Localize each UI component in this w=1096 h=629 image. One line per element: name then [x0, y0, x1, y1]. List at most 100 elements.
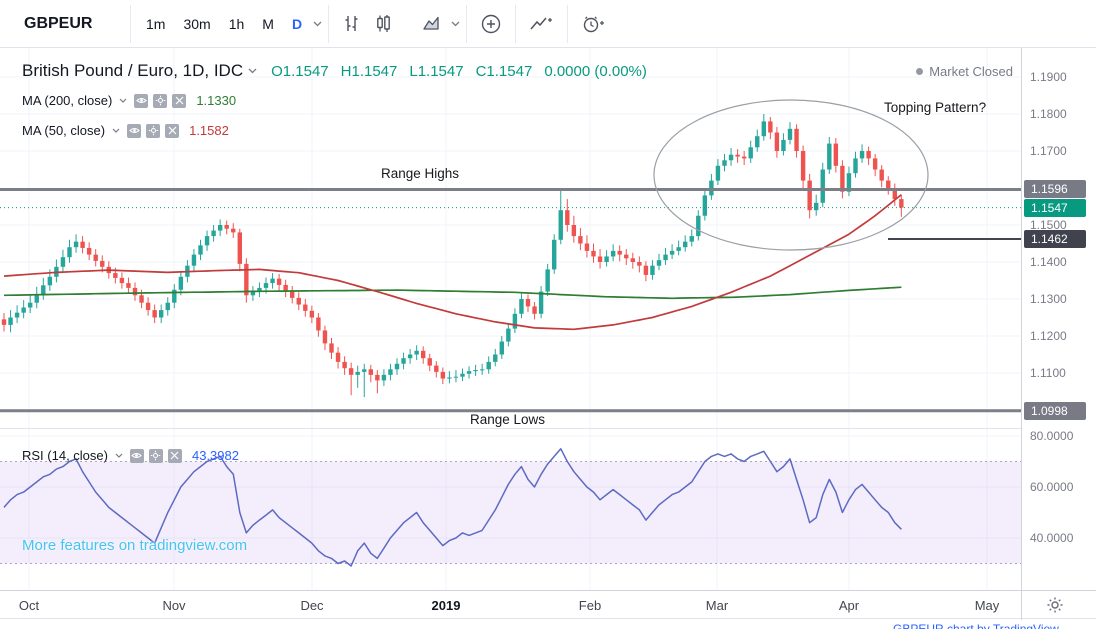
annotation-range-lows[interactable]: Range Lows [470, 412, 546, 427]
price-tick-label: 1.1800 [1030, 107, 1067, 121]
time-tick-label: Nov [162, 598, 186, 613]
candle-body [735, 154, 740, 157]
candle-body [820, 169, 825, 203]
candle-body [362, 369, 367, 372]
candle-body [178, 276, 184, 290]
alert-clock-icon[interactable] [574, 9, 613, 39]
candle-body [322, 330, 328, 344]
ma50-chevron-down-icon[interactable] [112, 128, 120, 133]
candle-body [126, 283, 131, 288]
close-icon[interactable] [165, 123, 180, 138]
candle-body [401, 358, 406, 364]
rsi-value: 43.3982 [191, 448, 239, 463]
candle-body [34, 294, 39, 303]
candle-body [814, 202, 819, 211]
price-axis[interactable]: 1.1900 1.1800 1.1700 1.1500 1.1400 1.1300 1.12… [1021, 48, 1096, 590]
top-toolbar: GBPEUR 1m 30m 1h M D [0, 0, 1096, 48]
gear-icon[interactable] [1046, 596, 1064, 619]
annotation-range-highs[interactable]: Range Highs [381, 166, 460, 181]
ohlc-change: 0.0000 (0.00%) [544, 62, 647, 80]
candle-body [872, 158, 878, 170]
ma50-line[interactable] [3, 194, 902, 331]
timeframe-1h[interactable]: 1h [228, 15, 245, 32]
candle-body [466, 371, 472, 374]
footer-strip: GBPEUR chart by TradingView [0, 620, 1096, 629]
chart-svg[interactable] [0, 48, 1021, 590]
ma200-label[interactable]: MA (200, close) [22, 93, 113, 108]
bars-chart-icon[interactable] [335, 9, 368, 38]
candle-body [28, 302, 33, 308]
chart-canvas[interactable]: British Pound / Euro, 1D, IDC O1.1547 H1… [0, 48, 1021, 590]
tradingview-watermark-link[interactable]: More features on tradingview.com [22, 537, 248, 554]
time-tick-label: Feb [578, 598, 602, 613]
candles-chart-icon[interactable] [368, 9, 401, 38]
rsi-line[interactable] [3, 448, 902, 567]
settings-icon[interactable] [148, 448, 163, 463]
candle-body [565, 210, 570, 225]
candle-body [407, 354, 413, 359]
candle-body [800, 151, 806, 181]
close-icon[interactable] [172, 93, 187, 108]
ma200-line[interactable] [3, 286, 902, 300]
eye-icon[interactable] [134, 93, 149, 108]
candle-body [60, 257, 66, 267]
candle-body [886, 180, 891, 188]
pane-divider[interactable] [0, 428, 1096, 429]
candlestick-series[interactable] [1, 114, 904, 398]
candle-body [80, 241, 85, 248]
footer-attribution-link[interactable]: GBPEUR chart by TradingView [893, 622, 1059, 629]
close-icon[interactable] [167, 448, 182, 463]
rsi-band [0, 461, 1021, 564]
compare-plus-icon[interactable] [473, 8, 509, 40]
indicators-icon[interactable] [522, 9, 561, 39]
candle-body [493, 354, 498, 362]
candle-body [290, 291, 295, 298]
annotation-topping-pattern[interactable]: Topping Pattern? [884, 100, 987, 115]
candle-body [676, 247, 681, 251]
candle-body [617, 250, 622, 255]
toolbar-separator [515, 4, 517, 43]
eye-icon[interactable] [129, 448, 144, 463]
chart-type-chevron-down-icon[interactable] [451, 21, 460, 27]
eye-icon[interactable] [127, 123, 142, 138]
candle-body [499, 341, 504, 355]
candle-body [276, 278, 282, 285]
area-chart-icon[interactable] [415, 9, 449, 38]
candle-body [610, 250, 616, 257]
price-tick-label: 1.1500 [1030, 218, 1067, 232]
timeframe-chevron-down-icon[interactable] [313, 21, 322, 27]
candle-body [159, 310, 164, 318]
candle-body [381, 374, 387, 381]
ma200-chevron-down-icon[interactable] [119, 98, 127, 103]
candle-body [696, 215, 701, 237]
candle-body [525, 299, 531, 307]
ma200-value: 1.1330 [196, 93, 237, 108]
candle-body [414, 350, 419, 355]
timeframe-30m[interactable]: 30m [183, 15, 211, 32]
settings-icon[interactable] [153, 93, 168, 108]
series-title[interactable]: British Pound / Euro, 1D, IDC [22, 61, 244, 80]
candle-body [683, 241, 688, 248]
topping-ellipse[interactable] [653, 99, 929, 251]
price-tick-label: 1.1700 [1030, 144, 1067, 158]
settings-icon[interactable] [146, 123, 161, 138]
timeframe-1m[interactable]: 1m [146, 15, 166, 32]
ma50-value: 1.1582 [189, 123, 229, 138]
rsi-label[interactable]: RSI (14, close) [22, 448, 108, 463]
timeframe-M[interactable]: M [262, 15, 274, 32]
series-chevron-down-icon[interactable] [248, 68, 257, 74]
candle-body [578, 236, 583, 244]
candle-body [172, 289, 177, 303]
candle-body [100, 260, 105, 267]
time-axis[interactable]: Oct Nov Dec 2019 Feb Mar Apr May [0, 590, 1096, 620]
candle-body [473, 370, 478, 372]
candle-body [807, 180, 812, 211]
rsi-chevron-down-icon[interactable] [115, 453, 123, 458]
symbol-button[interactable]: GBPEUR [24, 14, 93, 32]
candle-body [139, 295, 144, 303]
timeframe-D[interactable]: D [291, 15, 303, 32]
candle-body [604, 256, 609, 262]
ma50-label[interactable]: MA (50, close) [22, 123, 106, 138]
candle-body [558, 210, 563, 240]
